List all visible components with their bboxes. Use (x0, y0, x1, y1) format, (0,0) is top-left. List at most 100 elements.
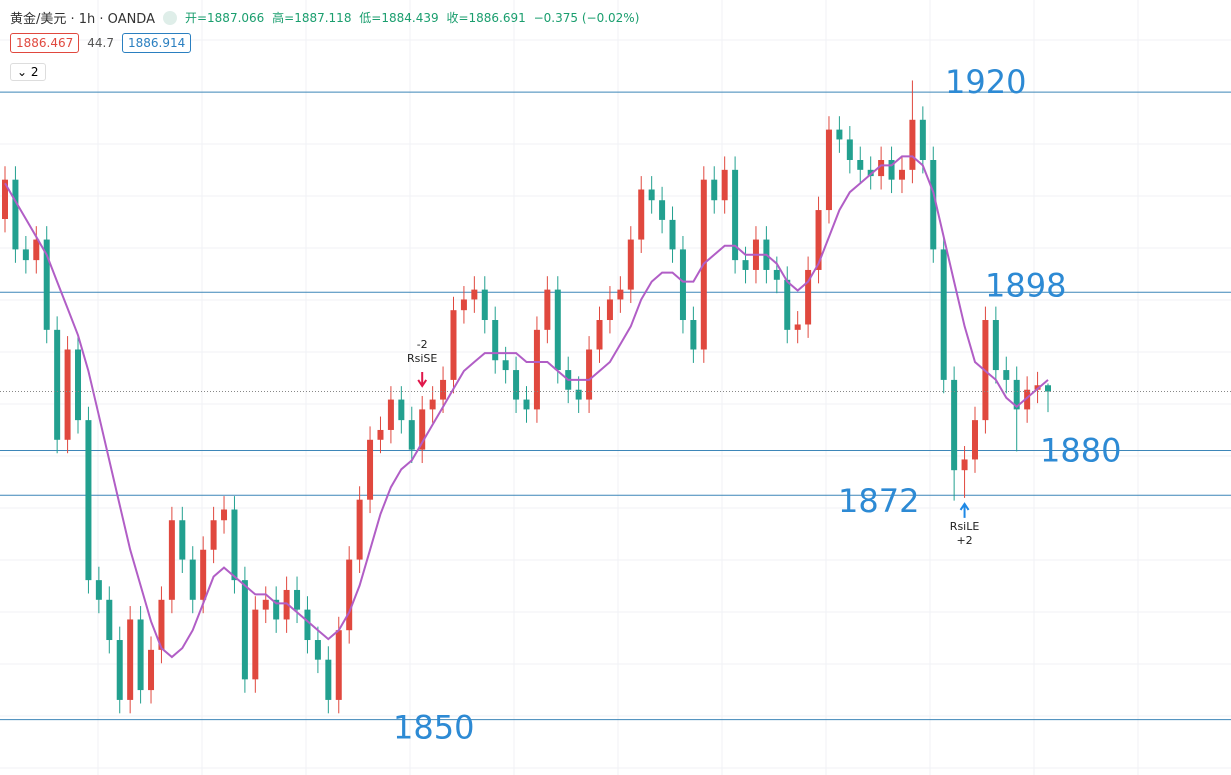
candle-body (825, 129, 832, 211)
candle-body (148, 649, 155, 691)
candle-body (1034, 385, 1041, 390)
candle-body (732, 169, 739, 261)
candle-body (179, 520, 186, 560)
candle-body (867, 169, 874, 177)
candle-body (846, 139, 853, 161)
candle-body (2, 179, 8, 220)
candle-body (231, 509, 238, 581)
candle-body (523, 399, 530, 410)
candle-body (43, 239, 50, 330)
candle-body (669, 219, 676, 250)
candle-body (1013, 379, 1020, 410)
candle-body (784, 279, 791, 330)
candle-body (815, 210, 822, 270)
candle-body (200, 549, 207, 600)
candle-body (492, 320, 499, 361)
candle-body (1003, 370, 1010, 380)
candle-body (398, 399, 405, 421)
candle-body (168, 520, 175, 600)
candle-body (773, 269, 780, 280)
candle-body (690, 320, 697, 350)
candle-body (909, 119, 916, 170)
candle-body (544, 289, 551, 330)
candle-body (294, 589, 301, 610)
candle-body (158, 599, 165, 650)
candle-body (711, 179, 718, 201)
candle-body (794, 324, 801, 330)
candle-body (210, 520, 217, 550)
candle-body (460, 299, 467, 311)
candle-body (189, 559, 196, 600)
candle-body (95, 580, 102, 600)
level-label: 1850 (393, 709, 474, 747)
candle-body (33, 239, 40, 261)
ohlc-legend: 开=1887.066 高=1887.118 低=1884.439 收=1886.… (185, 9, 643, 26)
candle-body (106, 599, 113, 641)
ohlc-change: −0.375 (−0.02%) (533, 11, 640, 25)
candle-body (742, 260, 749, 270)
ohlc-low: 低=1884.439 (359, 11, 439, 25)
candle-body (805, 269, 812, 325)
candle-body (888, 160, 895, 180)
candle-body (721, 169, 728, 201)
candle-body (356, 499, 363, 560)
candle-body (586, 349, 593, 400)
signal-name: RsiSE (407, 352, 437, 365)
signal-arrow (417, 371, 428, 388)
level-label: 1920 (945, 63, 1026, 101)
collapse-button[interactable]: ⌄ 2 (10, 63, 46, 81)
candle-body (857, 160, 864, 170)
candle-body (627, 239, 634, 290)
candle-body (335, 630, 342, 700)
candle-body (137, 619, 144, 691)
level-label: 1872 (838, 482, 919, 520)
candle-body (554, 289, 561, 371)
candle-body (481, 289, 488, 321)
candle-body (659, 200, 666, 220)
spread: 44.7 (87, 36, 114, 50)
signal-arrow (959, 502, 970, 518)
candle-body (648, 189, 655, 201)
candle-body (971, 420, 978, 460)
ohlc-close: 收=1886.691 (446, 11, 526, 25)
candle-body (679, 249, 686, 321)
level-label: 1880 (1040, 432, 1121, 470)
candle-body (252, 609, 259, 680)
candle-body (75, 349, 82, 421)
level-label: 1898 (985, 266, 1066, 304)
moving-average (4, 155, 1049, 659)
candle-body (502, 360, 509, 371)
candle-body (992, 320, 999, 371)
candle-body (836, 129, 843, 140)
candle-body (440, 379, 447, 400)
candle-body (606, 299, 613, 321)
candle-body (450, 310, 457, 380)
status-pill (162, 10, 177, 25)
candle-body (325, 659, 332, 700)
candle-body (1024, 389, 1031, 410)
header: 黄金/美元 · 1h · OANDA 开=1887.066 高=1887.118… (10, 8, 643, 27)
candle-body (367, 439, 374, 500)
candle-body (377, 429, 384, 440)
candle-body (961, 459, 968, 471)
ohlc-high: 高=1887.118 (272, 11, 352, 25)
candle-body (951, 379, 958, 471)
candle-body (304, 609, 311, 641)
buy-button[interactable]: 1886.914 (121, 33, 192, 53)
candle-body (930, 160, 937, 250)
candle-body (387, 399, 394, 430)
ohlc-open: 开=1887.066 (184, 11, 265, 25)
candle-body (429, 399, 436, 410)
candle-body (22, 249, 29, 261)
sell-button[interactable]: 1886.467 (10, 33, 80, 53)
candle-body (408, 420, 415, 450)
candle-body (575, 389, 582, 400)
candle-body (12, 179, 19, 250)
symbol[interactable]: 黄金/美元 · 1h · OANDA (10, 12, 155, 27)
candle-body (346, 559, 353, 631)
candle-body (314, 640, 321, 660)
trade-bar: 1886.467 44.7 1886.914 (10, 33, 192, 53)
candle-body (638, 189, 645, 240)
